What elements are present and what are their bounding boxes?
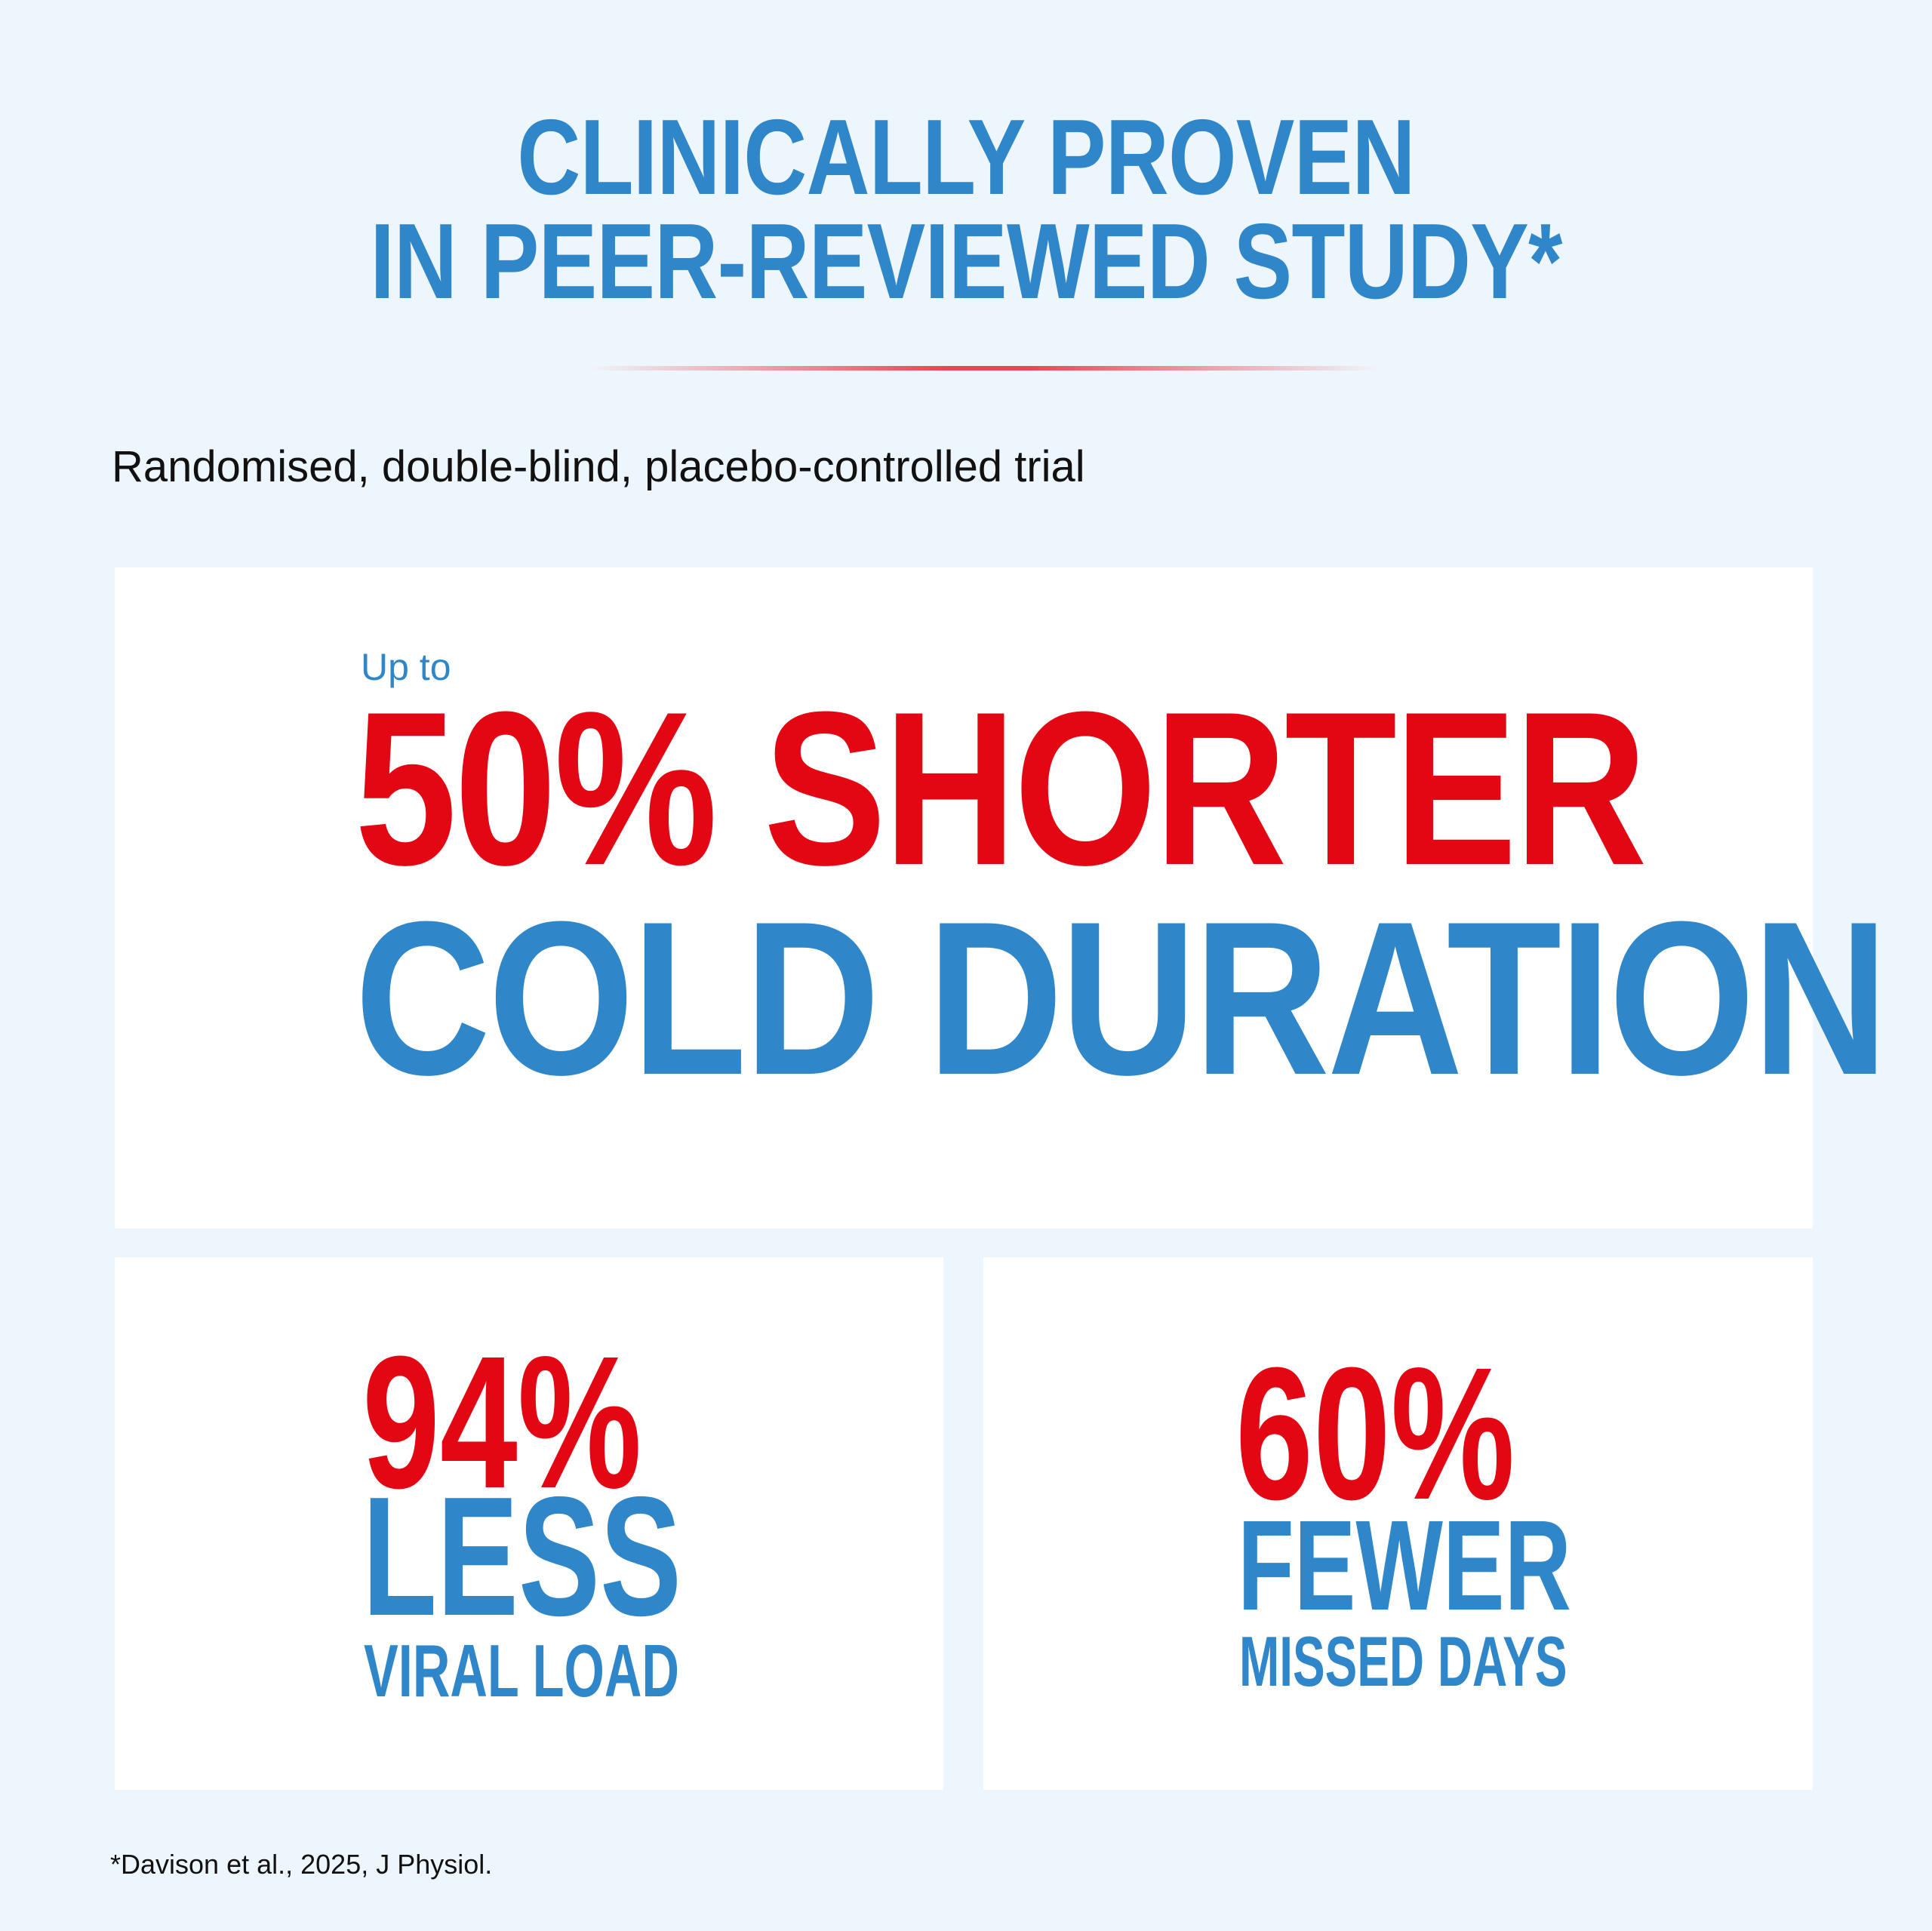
title-line-1: CLINICALLY PROVEN (517, 97, 1415, 217)
missed-days-card (983, 1257, 1813, 1790)
page-title: CLINICALLY PROVEN IN PEER-REVIEWED STUDY… (174, 97, 1758, 321)
missed-days-value: 60% (1235, 1328, 1515, 1539)
main-stat-headline: 50% SHORTER (355, 666, 1647, 911)
citation-footnote: *Davison et al., 2025, J Physiol. (110, 1849, 493, 1880)
viral-load-card (115, 1257, 943, 1790)
title-divider (589, 366, 1381, 371)
title-line-2: IN PEER-REVIEWED STUDY* (370, 201, 1562, 321)
viral-load-word: LESS (362, 1461, 682, 1651)
missed-days-word: FEWER (1238, 1494, 1571, 1637)
main-stat-prefix: Up to (361, 646, 451, 688)
missed-days-label: MISSED DAYS (1239, 1622, 1567, 1701)
viral-load-value: 94% (362, 1317, 642, 1527)
viral-load-label: VIRAL LOAD (364, 1629, 679, 1712)
main-stat-card (115, 567, 1813, 1228)
trial-description: Randomised, double-blind, placebo-contro… (112, 442, 1085, 491)
main-stat-subject: COLD DURATION (355, 876, 1888, 1121)
